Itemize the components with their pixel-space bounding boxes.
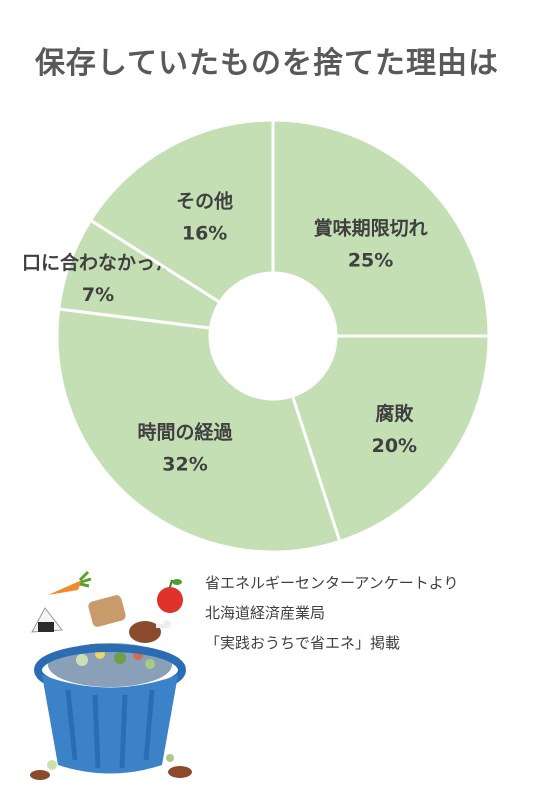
apple-icon bbox=[157, 579, 183, 613]
slice-label-1: 腐敗 bbox=[375, 402, 414, 425]
slice-1 bbox=[290, 334, 491, 544]
source-note: 省エネルギーセンターアンケートより 北海道経済産業局 「実践おうちで省エネ」掲載 bbox=[205, 568, 459, 658]
slice-value-3: 7% bbox=[82, 284, 114, 306]
source-line-2: 北海道経済産業局 bbox=[205, 604, 326, 622]
slice-label-4: その他 bbox=[176, 190, 233, 213]
slice-2 bbox=[55, 307, 342, 554]
slice-0 bbox=[271, 118, 491, 338]
slice-label-2: 時間の経過 bbox=[138, 420, 234, 443]
slice-4 bbox=[88, 118, 275, 305]
source-line-1: 省エネルギーセンターアンケートより bbox=[205, 574, 459, 592]
slice-value-0: 25% bbox=[348, 249, 393, 271]
bread-icon bbox=[88, 595, 126, 627]
spilled-food bbox=[30, 754, 192, 780]
slice-label-3: 口に合わなかった bbox=[22, 251, 174, 274]
source-line-3: 「実践おうちで省エネ」掲載 bbox=[205, 634, 401, 652]
slice-value-1: 20% bbox=[372, 435, 417, 457]
slice-value-2: 32% bbox=[162, 453, 207, 475]
meat-icon bbox=[129, 620, 171, 643]
chart-title: 保存していたものを捨てた理由は bbox=[34, 46, 500, 81]
slice-label-0: 賞味期限切れ bbox=[314, 216, 428, 239]
slice-value-4: 16% bbox=[182, 223, 227, 245]
bin-icon bbox=[34, 644, 186, 774]
onigiri-icon bbox=[31, 607, 63, 633]
carrot-icon bbox=[48, 570, 92, 595]
trash-can-illustration bbox=[30, 570, 192, 780]
donut-chart: 賞味期限切れ 25% 腐敗 20% 時間の経過 32% 口に合わなかった 7% その他 16% bbox=[22, 118, 491, 554]
